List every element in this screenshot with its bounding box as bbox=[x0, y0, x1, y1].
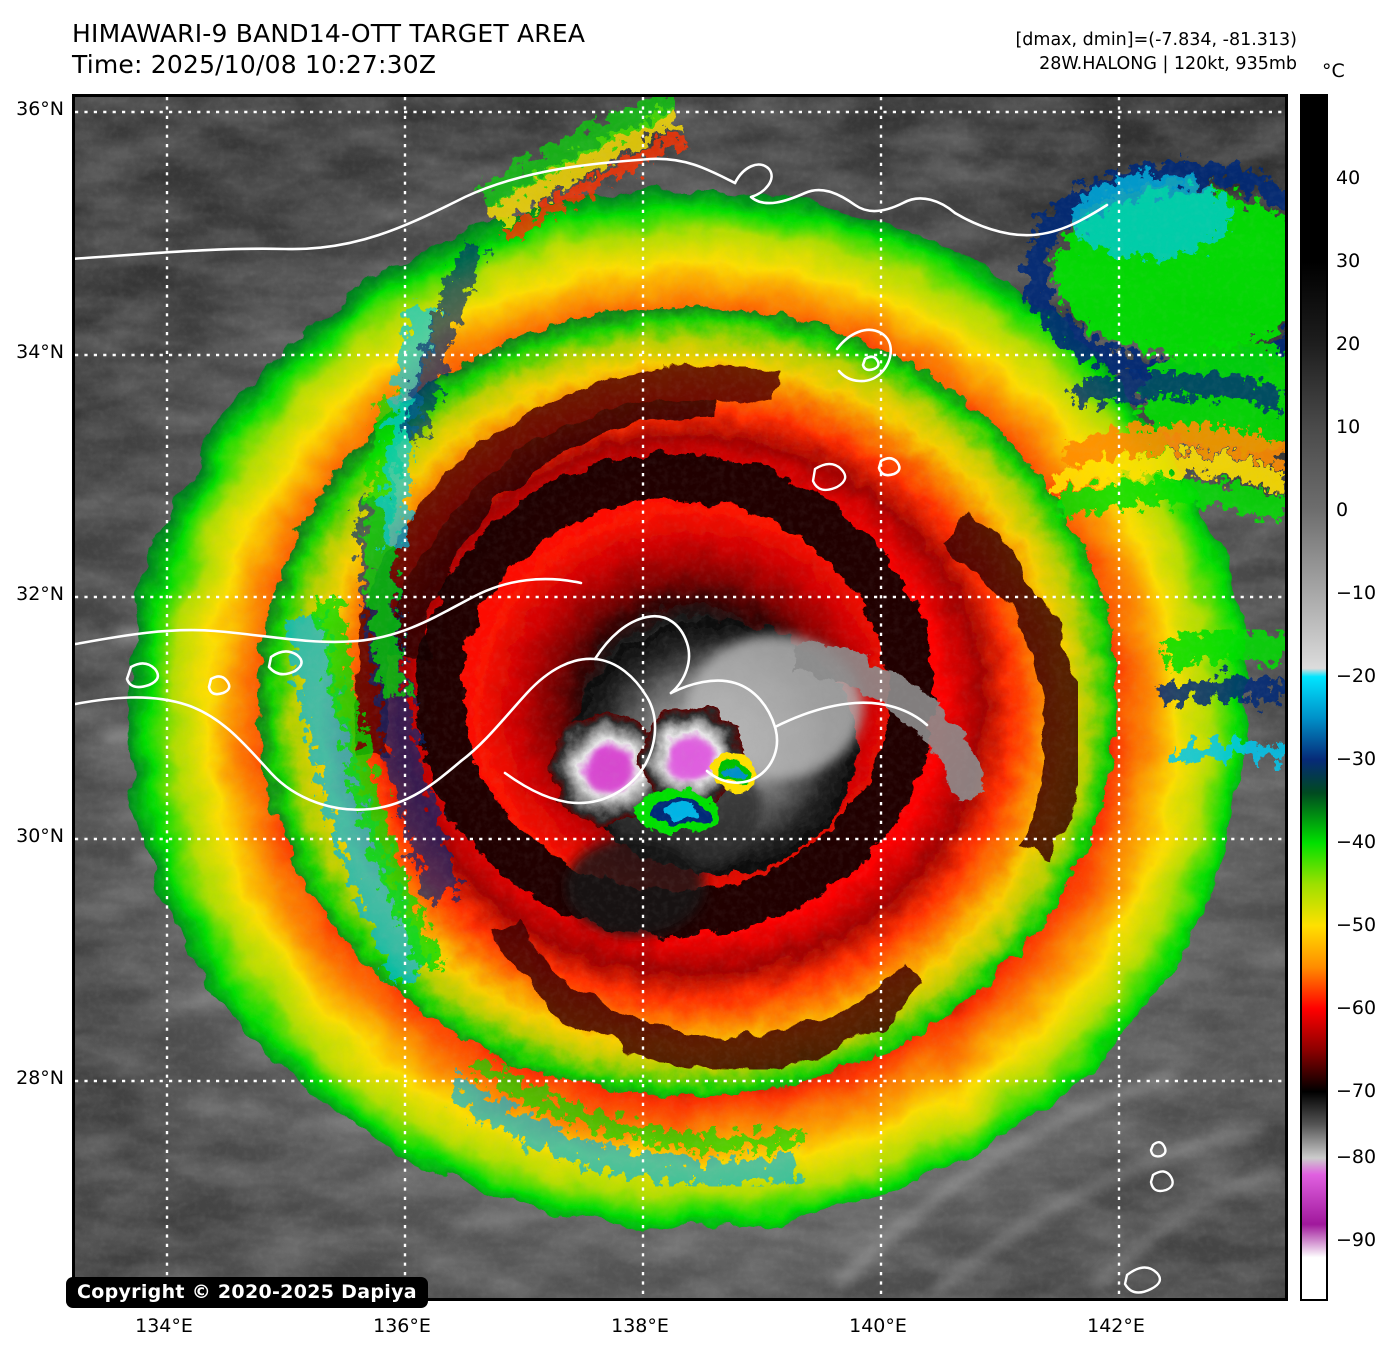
page-title: HIMAWARI-9 BAND14-OTT TARGET AREA bbox=[72, 19, 586, 48]
title-block: HIMAWARI-9 BAND14-OTT TARGET AREA Time: … bbox=[72, 18, 585, 80]
cbar-tick-m70: −70 bbox=[1336, 1080, 1377, 1102]
copyright-watermark: Copyright © 2020-2025 Dapiya bbox=[66, 1277, 428, 1308]
lon-label-136e: 136°E bbox=[373, 1315, 431, 1337]
cbar-tick-m20: −20 bbox=[1336, 665, 1377, 687]
lat-label-36n: 36°N bbox=[16, 98, 64, 120]
lat-label-30n: 30°N bbox=[16, 825, 64, 847]
metadata-block: [dmax, dmin]=(-7.834, -81.313) 28W.HALON… bbox=[1015, 28, 1297, 76]
izu-bonin-islands bbox=[811, 462, 1174, 1294]
lat-label-32n: 32°N bbox=[16, 583, 64, 605]
storm-info-label: 28W.HALONG | 120kt, 935mb bbox=[1039, 54, 1297, 74]
colorbar bbox=[1300, 94, 1328, 1301]
cbar-tick-0: 0 bbox=[1336, 499, 1349, 521]
lon-label-142e: 142°E bbox=[1087, 1315, 1145, 1337]
satellite-imagery-canvas bbox=[75, 97, 1285, 1298]
data-range-label: [dmax, dmin]=(-7.834, -81.313) bbox=[1015, 30, 1297, 50]
lon-label-138e: 138°E bbox=[611, 1315, 669, 1337]
colorbar-unit-label: °C bbox=[1322, 60, 1345, 82]
cbar-tick-m50: −50 bbox=[1336, 914, 1377, 936]
cbar-tick-m10: −10 bbox=[1336, 582, 1377, 604]
cbar-tick-m60: −60 bbox=[1336, 997, 1377, 1019]
lon-label-134e: 134°E bbox=[135, 1315, 193, 1337]
cbar-tick-m40: −40 bbox=[1336, 831, 1377, 853]
cbar-tick-m80: −80 bbox=[1336, 1146, 1377, 1168]
cbar-tick-40: 40 bbox=[1336, 167, 1361, 189]
cbar-tick-m90: −90 bbox=[1336, 1229, 1377, 1251]
cbar-tick-10: 10 bbox=[1336, 416, 1361, 438]
lat-label-34n: 34°N bbox=[16, 341, 64, 363]
colorbar-gradient bbox=[1302, 96, 1326, 1299]
graticule bbox=[75, 97, 1285, 1298]
japan-coastline bbox=[75, 157, 1109, 811]
timestamp-label: Time: 2025/10/08 10:27:30Z bbox=[72, 50, 437, 79]
lon-label-140e: 140°E bbox=[849, 1315, 907, 1337]
cbar-tick-m30: −30 bbox=[1336, 748, 1377, 770]
lat-label-28n: 28°N bbox=[16, 1067, 64, 1089]
cbar-tick-20: 20 bbox=[1336, 333, 1361, 355]
sensor-grain bbox=[75, 97, 1285, 1298]
satellite-image-plot bbox=[72, 94, 1288, 1301]
cbar-tick-30: 30 bbox=[1336, 250, 1361, 272]
